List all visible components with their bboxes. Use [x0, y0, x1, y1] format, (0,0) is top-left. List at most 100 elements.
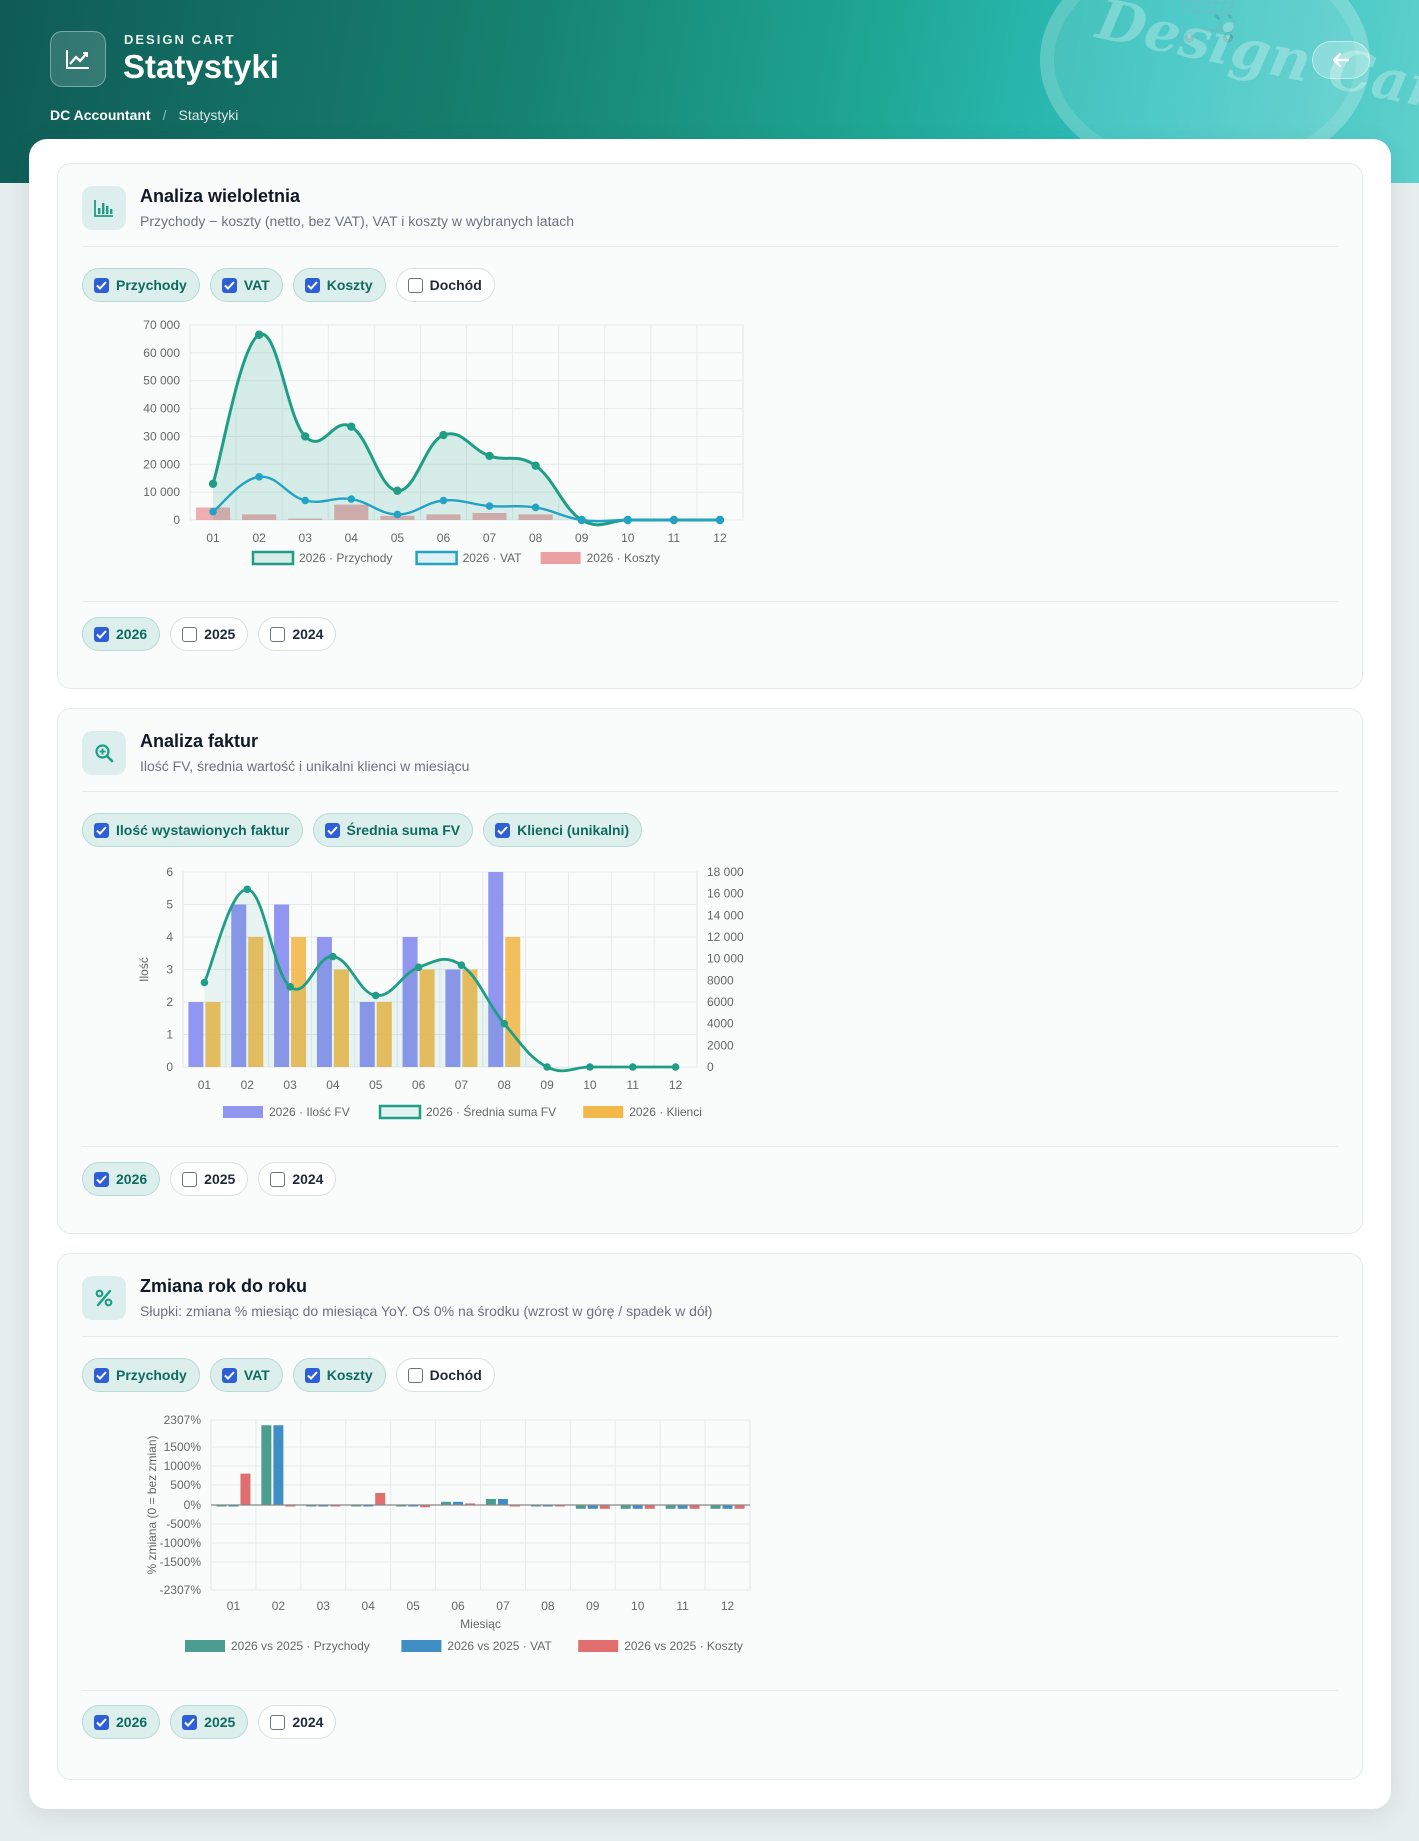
legend-swatch: [578, 1640, 619, 1652]
toggle-label: Średnia suma FV: [346, 822, 461, 838]
metric-toggle-srednia-suma-fv[interactable]: Średnia suma FV: [312, 813, 474, 847]
point-srednia-suma: [243, 885, 252, 894]
y-left-tick-label: 5: [166, 898, 173, 912]
checkbox-checked-icon[interactable]: [182, 1714, 198, 1730]
bar-ilosc-fv: [188, 1002, 204, 1067]
checkbox-unchecked-icon[interactable]: [270, 1171, 286, 1187]
year-toggle-2025[interactable]: 2025: [170, 1162, 249, 1196]
bar-2026-vs-2025-koszty: [599, 1505, 610, 1509]
bar-ilosc-fv: [274, 904, 290, 1067]
x-tick-label: 05: [369, 1078, 383, 1092]
bar-2026-vs-2025-koszty: [689, 1505, 700, 1509]
y-tick-label: 40 000: [143, 402, 180, 416]
multi-year-chart: 0 10 000 20 000 30 000 40 000 50 000 60 000 70 …: [143, 318, 744, 566]
metric-toggle-ilosc-wystawionych-faktur[interactable]: Ilość wystawionych faktur: [82, 813, 303, 847]
page-title: Statystyki: [123, 48, 279, 85]
bar-2026-vs-2025-vat: [273, 1425, 284, 1505]
checkbox-checked-icon[interactable]: [94, 1171, 109, 1187]
bar-2026-vs-2025-przychody: [665, 1505, 676, 1509]
bar-2026-vs-2025-koszty: [375, 1493, 386, 1505]
year-toggle-2025[interactable]: 2025: [170, 1705, 249, 1739]
year-toggle-2024[interactable]: 2024: [258, 617, 337, 651]
year-toggle-2026[interactable]: 2026: [82, 1705, 161, 1739]
checkbox-checked-icon[interactable]: [94, 1714, 109, 1730]
year-toggle-2024[interactable]: 2024: [258, 1705, 337, 1739]
bar-ilosc-fv: [445, 969, 461, 1067]
checkbox-unchecked-icon[interactable]: [182, 626, 198, 642]
metric-toggle-przychody[interactable]: Przychody: [82, 1358, 200, 1392]
metric-toggle-vat[interactable]: VAT: [209, 268, 283, 302]
checkbox-checked-icon[interactable]: [94, 626, 109, 642]
toggle-label: 2025: [204, 1714, 236, 1730]
card-multi-year: Analiza wieloletnia Przychody − koszty (…: [57, 163, 1363, 689]
y-tick-label: 1000%: [164, 1459, 202, 1473]
toggle-label: 2024: [292, 626, 324, 642]
checkbox-checked-icon[interactable]: [94, 822, 109, 838]
checkbox-checked-icon[interactable]: [324, 822, 340, 838]
bar-koszty: [426, 514, 461, 520]
x-tick-label: 10: [621, 531, 635, 545]
back-button[interactable]: [1312, 41, 1370, 79]
checkbox-unchecked-icon[interactable]: [182, 1171, 198, 1187]
bar-koszty: [242, 514, 277, 520]
card-subtitle: Ilość FV, średnia wartość i unikalni kli…: [140, 758, 470, 774]
checkbox-unchecked-icon[interactable]: [270, 626, 286, 642]
checkbox-unchecked-icon[interactable]: [407, 277, 423, 293]
bar-2026-vs-2025-vat: [632, 1505, 643, 1509]
toggle-label: 2026: [116, 1714, 148, 1730]
toggle-label: 2026: [116, 626, 148, 642]
point-srednia-suma: [414, 963, 423, 972]
checkbox-unchecked-icon[interactable]: [407, 1367, 423, 1383]
toggle-label: VAT: [243, 1367, 270, 1383]
metric-toggle-klienci-unikalni[interactable]: Klienci (unikalni): [483, 813, 643, 847]
checkbox-checked-icon[interactable]: [221, 1367, 237, 1383]
point-srednia-suma: [329, 952, 337, 961]
watermark-text: Design Cart: [1091, 0, 1419, 129]
point-vat: [347, 495, 356, 503]
year-toggle-2025[interactable]: 2025: [170, 617, 249, 651]
metric-toggle-koszty[interactable]: Koszty: [292, 1358, 386, 1392]
y-right-tick-label: 2000: [707, 1038, 734, 1052]
bar-2026-vs-2025-vat: [497, 1499, 508, 1505]
checkbox-checked-icon[interactable]: [495, 822, 511, 838]
year-toggle-2026[interactable]: 2026: [82, 617, 161, 651]
card-yoy: Zmiana rok do roku Słupki: zmiana % mies…: [57, 1253, 1363, 1780]
point-vat: [577, 516, 586, 524]
metric-toggle-dochod[interactable]: Dochód: [395, 268, 495, 302]
checkbox-checked-icon[interactable]: [304, 277, 320, 293]
x-tick-label: 11: [676, 1599, 689, 1613]
breadcrumb-root-link[interactable]: DC Accountant: [50, 107, 151, 123]
legend-label: 2026 · Klienci: [629, 1105, 702, 1119]
bar-2026-vs-2025-koszty: [330, 1505, 341, 1507]
bar-2026-vs-2025-vat: [408, 1505, 419, 1507]
year-toggle-2026[interactable]: 2026: [82, 1162, 161, 1196]
checkbox-checked-icon[interactable]: [94, 1367, 109, 1383]
point-srednia-suma: [628, 1063, 637, 1071]
line-vat: [212, 475, 720, 523]
year-toggle-2024[interactable]: 2024: [258, 1162, 337, 1196]
toggle-label: 2026: [116, 1171, 148, 1187]
cart-watermark-icon: 🛒: [1174, 0, 1262, 43]
metric-toggle-vat[interactable]: VAT: [209, 1358, 283, 1392]
percent-icon: [82, 1276, 126, 1320]
checkbox-unchecked-icon[interactable]: [270, 1714, 286, 1730]
x-tick-label: 03: [317, 1599, 331, 1613]
bar-koszty: [472, 513, 507, 520]
breadcrumb-separator: /: [162, 107, 167, 123]
point-srednia-suma: [543, 1063, 551, 1071]
checkbox-checked-icon[interactable]: [304, 1367, 320, 1383]
metric-toggle-przychody[interactable]: Przychody: [82, 268, 200, 302]
y-right-tick-label: 6000: [707, 995, 734, 1009]
x-axis-label: Miesiąc: [460, 1617, 501, 1631]
metric-toggle-koszty[interactable]: Koszty: [292, 268, 386, 302]
card-title: Analiza faktur: [140, 731, 259, 751]
checkbox-checked-icon[interactable]: [221, 277, 237, 293]
bar-2026-vs-2025-koszty: [644, 1505, 655, 1509]
toggle-label: Koszty: [326, 1367, 373, 1383]
checkbox-checked-icon[interactable]: [94, 277, 109, 293]
x-tick-label: 07: [455, 1078, 469, 1092]
point-przychody: [301, 432, 310, 441]
bar-klienci: [248, 937, 264, 1067]
y-tick-label: 20 000: [143, 457, 180, 471]
metric-toggle-dochod[interactable]: Dochód: [395, 1358, 495, 1392]
